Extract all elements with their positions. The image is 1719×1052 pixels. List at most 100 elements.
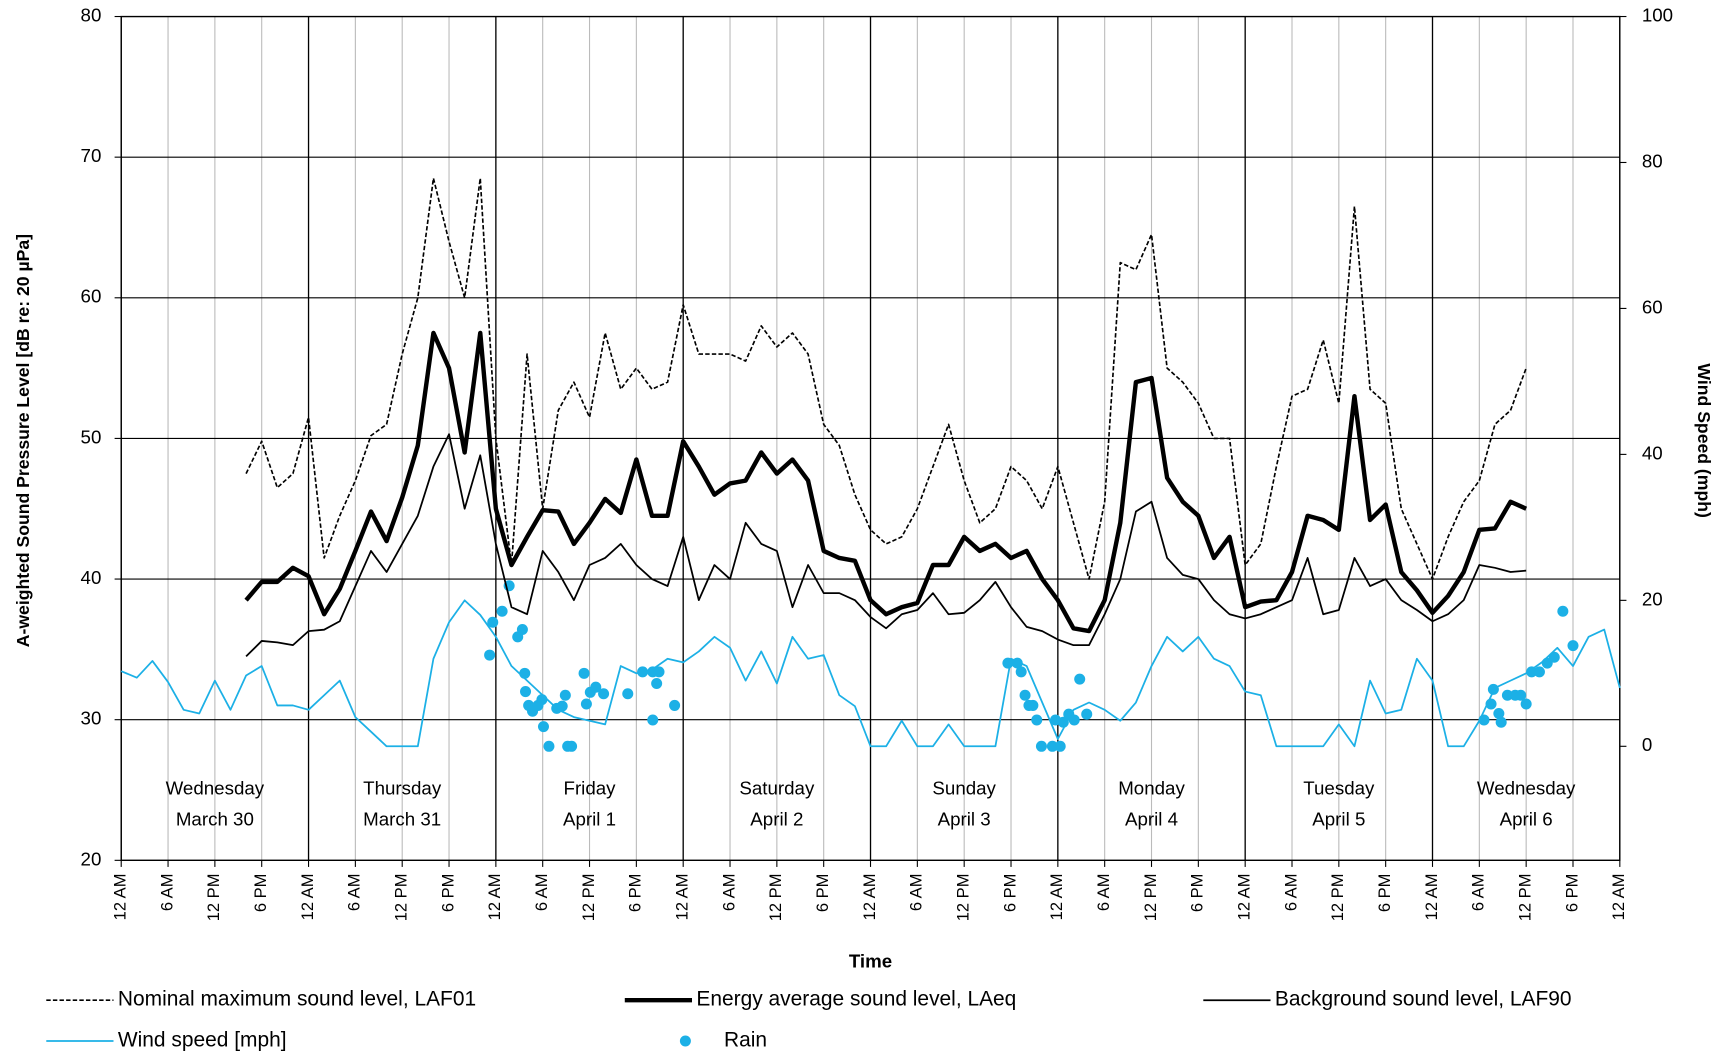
rain-point [1495, 716, 1507, 728]
x-tick-label: 12 AM [860, 874, 879, 921]
x-tick-label: 12 AM [1422, 874, 1441, 921]
x-tick-label: 6 AM [1469, 874, 1488, 912]
rain-point [516, 624, 528, 636]
rain-point [580, 698, 592, 710]
x-tick-label: 6 AM [1094, 874, 1113, 912]
x-tick-label: 12 AM [673, 874, 692, 921]
y-tick-label: 60 [81, 286, 102, 307]
series-line [244, 330, 1528, 634]
rain-point [1533, 666, 1545, 678]
rain-point [622, 688, 634, 700]
rain-point [520, 686, 532, 698]
rain-point [1081, 708, 1093, 720]
rain-point [590, 681, 602, 693]
rain-point [1485, 698, 1497, 710]
day-date: April 1 [563, 809, 616, 830]
series-line [120, 599, 1621, 748]
x-tick-label: 6 PM [1375, 874, 1394, 913]
x-tick-label: 12 PM [1328, 874, 1347, 922]
y-tick-label: 80 [81, 4, 102, 25]
rain-point [1520, 698, 1532, 710]
rain-point [556, 700, 568, 712]
day-date: April 2 [750, 809, 803, 830]
legend-label: Rain [724, 1029, 767, 1052]
day-name: Wednesday [1477, 778, 1576, 799]
x-tick-label: 12 AM [1235, 874, 1254, 921]
rain-point [1027, 699, 1039, 711]
legend-label: Wind speed [mph] [118, 1029, 287, 1052]
x-tick-label: 12 AM [111, 874, 130, 921]
x-tick-label: 12 PM [579, 874, 598, 922]
rain-point [1011, 657, 1023, 669]
legend-label: Background sound level, LAF90 [1275, 988, 1572, 1011]
rain-point [1515, 689, 1527, 701]
x-tick-label: 12 PM [766, 874, 785, 922]
rain-point [1015, 666, 1027, 678]
day-date: April 6 [1500, 809, 1553, 830]
x-tick-label: 6 AM [157, 874, 176, 912]
y-axis-label: A-weighted Sound Pressure Level [dB re: … [13, 234, 33, 647]
rain-point [1057, 716, 1069, 728]
rain-point [647, 714, 659, 726]
x-tick-label: 6 AM [532, 874, 551, 912]
day-name: Tuesday [1303, 778, 1375, 799]
rain-point [578, 667, 590, 679]
day-name: Thursday [363, 778, 442, 799]
day-date: April 4 [1125, 809, 1178, 830]
day-name: Monday [1118, 778, 1185, 799]
y2-tick-label: 0 [1642, 734, 1652, 755]
x-tick-label: 6 AM [345, 874, 364, 912]
rain-point [1046, 740, 1058, 752]
x-tick-label: 6 PM [438, 874, 457, 913]
day-date: March 31 [363, 809, 441, 830]
x-axis-label: Time [849, 951, 892, 972]
y2-tick-label: 100 [1642, 4, 1673, 25]
legend-label: Nominal maximum sound level, LAF01 [118, 988, 476, 1011]
legend-marker [679, 1035, 691, 1047]
rain-point [484, 649, 496, 661]
y-tick-label: 70 [81, 145, 102, 166]
rain-point [1019, 689, 1031, 701]
x-tick-label: 6 PM [626, 874, 645, 913]
y-tick-label: 40 [81, 567, 102, 588]
rain-point [1074, 673, 1086, 685]
x-tick-label: 12 AM [1047, 874, 1066, 921]
rain-point [1035, 740, 1047, 752]
rain-point [637, 666, 649, 678]
y-tick-label: 30 [81, 708, 102, 729]
rain-point [1478, 714, 1490, 726]
rain-point [543, 740, 555, 752]
rain-point [669, 699, 681, 711]
x-tick-label: 6 PM [1000, 874, 1019, 913]
x-tick-label: 6 PM [813, 874, 832, 913]
x-tick-label: 12 PM [1141, 874, 1160, 922]
x-tick-label: 12 AM [485, 874, 504, 921]
y2-tick-label: 40 [1642, 442, 1663, 463]
rain-point [487, 616, 499, 628]
day-name: Friday [564, 778, 617, 799]
rain-point [1567, 640, 1579, 652]
day-name: Sunday [932, 778, 996, 799]
rain-point [496, 605, 508, 617]
rain-point [1068, 714, 1080, 726]
plot-frame [120, 15, 1621, 861]
rain-point [1487, 683, 1499, 695]
x-tick-label: 6 PM [1188, 874, 1207, 913]
x-tick-label: 12 PM [392, 874, 411, 922]
x-tick-label: 6 PM [1562, 874, 1581, 913]
rain-point [1501, 689, 1513, 701]
rain-point [1031, 714, 1043, 726]
x-tick-label: 6 AM [719, 874, 738, 912]
y2-axis-label: Wind Speed (mph) [1694, 363, 1714, 517]
x-tick-label: 12 AM [298, 874, 317, 921]
rain-point [1054, 740, 1066, 752]
rain-point [519, 667, 531, 679]
y2-tick-label: 80 [1642, 150, 1663, 171]
rain-point [1002, 657, 1014, 669]
series-line [245, 177, 1527, 580]
y2-tick-label: 20 [1642, 588, 1663, 609]
series-line [245, 433, 1527, 658]
rain-point [559, 689, 571, 701]
day-name: Wednesday [166, 778, 265, 799]
